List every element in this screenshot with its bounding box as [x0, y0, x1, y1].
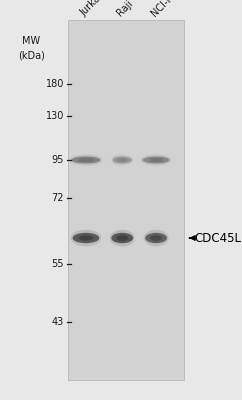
Ellipse shape — [116, 235, 128, 241]
Ellipse shape — [111, 154, 133, 166]
Text: (kDa): (kDa) — [18, 50, 45, 60]
Ellipse shape — [150, 235, 162, 241]
Text: 130: 130 — [46, 111, 64, 121]
Text: 95: 95 — [52, 155, 64, 165]
Ellipse shape — [73, 233, 99, 243]
Ellipse shape — [71, 156, 100, 164]
Ellipse shape — [69, 154, 103, 166]
Ellipse shape — [71, 230, 101, 246]
Ellipse shape — [111, 233, 133, 243]
Text: 55: 55 — [52, 259, 64, 269]
Bar — [68, 20, 184, 380]
Ellipse shape — [144, 230, 169, 246]
Ellipse shape — [149, 158, 163, 162]
Ellipse shape — [145, 233, 167, 243]
Text: CDC45L: CDC45L — [195, 232, 242, 244]
Ellipse shape — [117, 158, 128, 162]
Text: 180: 180 — [46, 79, 64, 89]
Text: MW: MW — [23, 36, 40, 46]
Ellipse shape — [79, 235, 93, 241]
Ellipse shape — [143, 156, 169, 164]
Ellipse shape — [110, 230, 135, 246]
Text: Raji: Raji — [115, 0, 135, 18]
Text: 72: 72 — [52, 193, 64, 203]
Text: Jurkat: Jurkat — [79, 0, 106, 18]
Ellipse shape — [113, 156, 132, 164]
Text: 43: 43 — [52, 317, 64, 327]
Ellipse shape — [78, 158, 94, 162]
Text: NCI-H929: NCI-H929 — [149, 0, 189, 18]
Ellipse shape — [141, 154, 171, 166]
